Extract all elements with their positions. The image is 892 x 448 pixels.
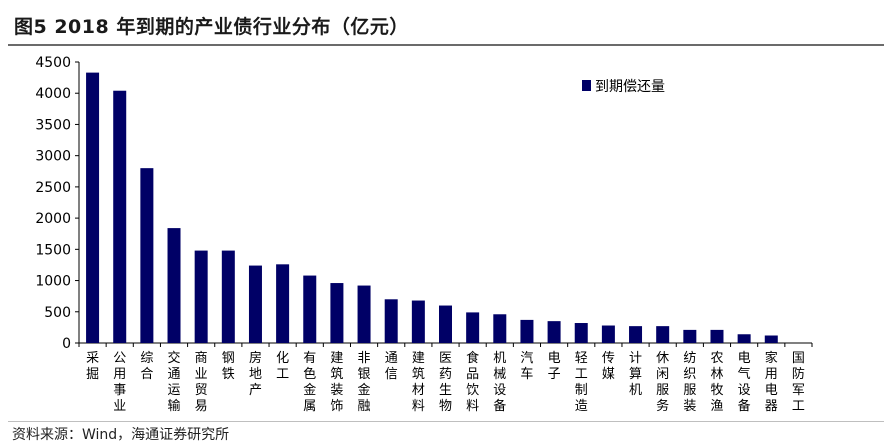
x-tick-label: 汽车 xyxy=(520,351,533,382)
x-tick-label: 轻工制造 xyxy=(575,351,588,414)
bar xyxy=(601,325,615,343)
bar xyxy=(140,168,154,343)
x-tick-label: 纺织服装 xyxy=(683,351,696,414)
x-tick-label: 电气设备 xyxy=(738,351,751,414)
figure-header: 图5 2018 年到期的产业债行业分布（亿元） xyxy=(0,0,892,46)
bar xyxy=(737,334,751,343)
bar xyxy=(547,321,561,343)
x-tick-label: 食品饮料 xyxy=(466,350,479,414)
x-tick-label: 电子 xyxy=(548,351,561,382)
y-tick-label: 0 xyxy=(62,336,71,352)
y-tick-label: 4000 xyxy=(35,86,71,102)
bar xyxy=(656,326,670,343)
bar xyxy=(764,335,778,343)
y-tick-label: 500 xyxy=(44,305,71,321)
x-tick-label: 休闲服务 xyxy=(656,351,669,414)
x-tick-label: 化工 xyxy=(276,351,289,382)
bar xyxy=(167,228,181,343)
x-tick-label: 房地产 xyxy=(249,350,262,398)
figure-source: 资料来源：Wind，海通证券研究所 xyxy=(12,427,230,443)
x-tick-label: 综合 xyxy=(140,351,153,382)
bar-chart: 0 500 1000 1500 2000 2500 3000 3500 4000 4500 采掘公用… xyxy=(35,55,813,414)
bar xyxy=(194,250,208,343)
bar xyxy=(248,265,262,343)
x-tick-label: 家用电器 xyxy=(765,350,778,414)
x-tick-label: 计算机 xyxy=(629,351,642,398)
y-tick-label: 2500 xyxy=(35,180,71,196)
x-tick-label: 非银金融 xyxy=(358,351,371,414)
legend-swatch xyxy=(582,80,591,91)
y-tick-label: 3500 xyxy=(35,117,71,133)
x-tick-label: 建筑材料 xyxy=(412,351,425,414)
x-tick-label: 公用事业 xyxy=(113,351,126,414)
x-tick-label: 医药生物 xyxy=(439,351,452,414)
x-tick-label: 农林牧渔 xyxy=(710,351,723,414)
y-tick-label: 1500 xyxy=(35,242,71,258)
bar xyxy=(276,264,290,343)
bar xyxy=(113,90,127,343)
x-tick-label: 商业贸易 xyxy=(195,351,208,414)
bar xyxy=(493,314,507,343)
bar xyxy=(411,300,425,343)
x-tick-label: 有色金属 xyxy=(303,351,316,414)
bar xyxy=(357,285,371,343)
figure-title: 图5 2018 年到期的产业债行业分布（亿元） xyxy=(14,16,409,38)
x-tick-label: 钢铁 xyxy=(222,351,235,382)
bar xyxy=(384,299,398,343)
y-tick-label: 3000 xyxy=(35,149,71,165)
x-tick-label: 采掘 xyxy=(86,351,99,382)
bar xyxy=(710,329,724,343)
bar xyxy=(221,250,235,343)
bar xyxy=(303,275,317,343)
x-tick-label: 传媒 xyxy=(602,351,615,382)
bar xyxy=(683,329,697,343)
x-tick-label: 建筑装饰 xyxy=(330,351,343,414)
bar xyxy=(629,326,643,343)
title-divider xyxy=(8,44,884,46)
bar xyxy=(520,319,534,343)
x-tick-label: 通信 xyxy=(385,351,398,382)
bar xyxy=(330,283,344,343)
x-tick-label: 交通运输 xyxy=(168,350,181,414)
x-tick-label: 国防军工 xyxy=(792,351,805,414)
x-tick-label: 机械设备 xyxy=(493,351,506,414)
source-divider xyxy=(8,421,884,422)
bar xyxy=(574,323,588,343)
legend-label: 到期偿还量 xyxy=(595,79,665,95)
bar xyxy=(466,312,480,343)
legend: 到期偿还量 xyxy=(582,79,665,95)
y-tick-label: 4500 xyxy=(35,55,71,71)
bar xyxy=(439,305,452,343)
y-tick-label: 2000 xyxy=(35,211,71,227)
y-tick-label: 1000 xyxy=(35,274,71,290)
bar xyxy=(86,72,100,344)
